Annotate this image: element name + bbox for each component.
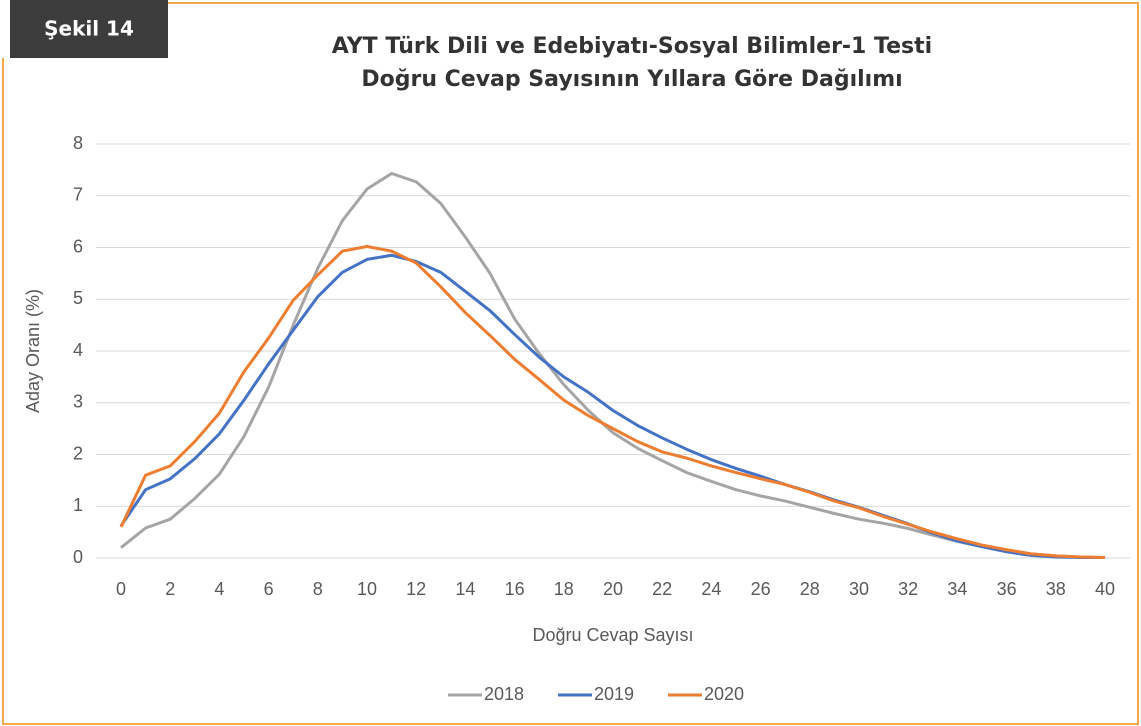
y-tick-label: 0 [73,547,83,567]
x-tick-label: 0 [116,579,126,599]
x-axis-label: Doğru Cevap Sayısı [532,625,693,645]
legend-label: 2020 [704,684,744,704]
x-tick-label: 32 [898,579,918,599]
x-tick-label: 2 [165,579,175,599]
x-tick-label: 26 [751,579,771,599]
x-tick-label: 16 [505,579,525,599]
chart-title: Doğru Cevap Sayısının Yıllara Göre Dağıl… [361,67,902,92]
chart-title: AYT Türk Dili ve Edebiyatı-Sosyal Biliml… [332,34,932,59]
legend-label: 2019 [594,684,634,704]
x-tick-label: 14 [455,579,475,599]
y-tick-label: 6 [73,236,83,256]
x-tick-label: 10 [357,579,377,599]
x-tick-label: 18 [554,579,574,599]
x-tick-label: 8 [313,579,323,599]
y-tick-label: 4 [73,340,83,360]
series-line [119,253,1105,559]
x-tick-label: 30 [849,579,869,599]
y-axis-label: Aday Oranı (%) [23,289,43,413]
figure-label-box [10,0,168,58]
x-tick-label: 40 [1095,579,1115,599]
y-tick-label: 2 [73,443,83,463]
x-tick-label: 6 [264,579,274,599]
x-tick-label: 12 [406,579,426,599]
x-tick-label: 28 [800,579,820,599]
x-tick-label: 4 [214,579,224,599]
x-tick-label: 24 [701,579,721,599]
x-tick-label: 36 [997,579,1017,599]
y-tick-label: 3 [73,392,83,412]
y-tick-label: 8 [73,133,83,153]
x-tick-label: 38 [1046,579,1066,599]
x-tick-label: 34 [947,579,967,599]
y-tick-label: 5 [73,288,83,308]
series-line [119,244,1106,559]
y-tick-label: 1 [73,495,83,515]
x-tick-label: 20 [603,579,623,599]
y-tick-label: 7 [73,185,83,205]
legend-label: 2018 [484,684,524,704]
figure-label: Şekil 14 [44,17,134,41]
x-tick-label: 22 [652,579,672,599]
